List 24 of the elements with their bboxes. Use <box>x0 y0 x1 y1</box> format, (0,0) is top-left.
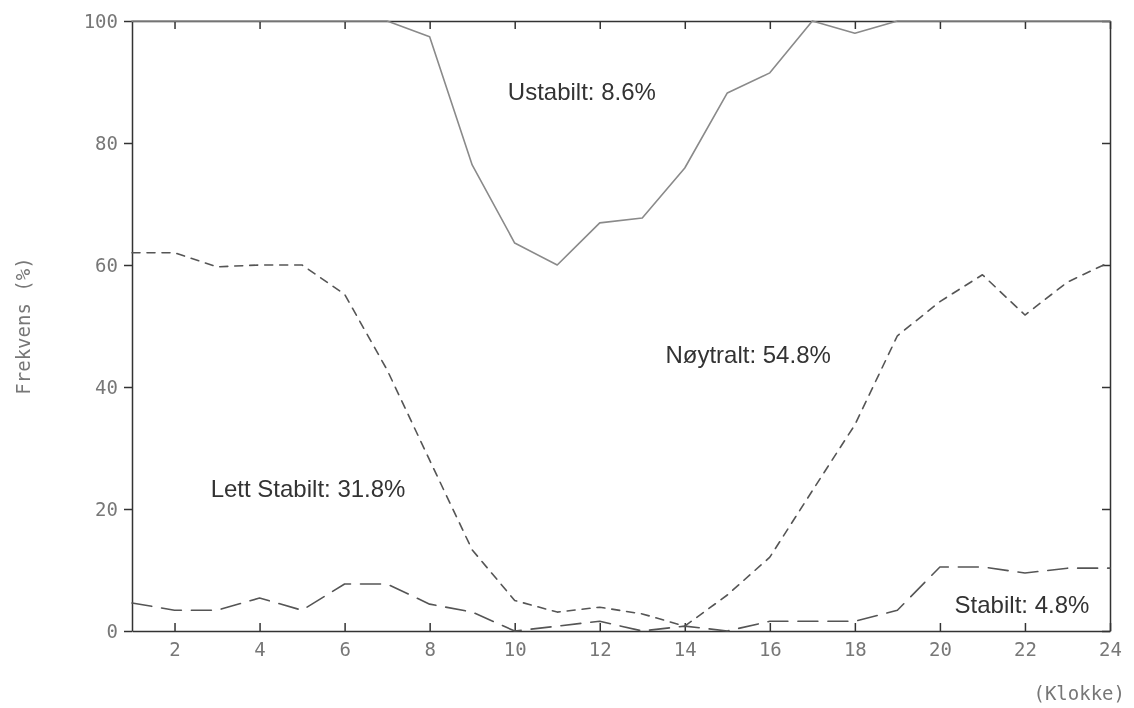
y-tick-label: 0 <box>106 619 118 642</box>
annotation: Ustabilt: 8.6% <box>507 78 656 106</box>
x-tick-label: 12 <box>588 638 612 661</box>
x-tick-label: 16 <box>758 638 782 661</box>
x-tick-label: 18 <box>843 638 867 661</box>
y-tick-label: 80 <box>95 131 118 154</box>
x-tick-label: 8 <box>424 638 436 661</box>
y-tick-label: 100 <box>83 9 118 32</box>
y-axis-title: Frekvens (%) <box>12 257 34 395</box>
x-tick-label: 20 <box>928 638 952 661</box>
x-tick-label: 6 <box>339 638 351 661</box>
y-tick-label: 40 <box>95 375 118 398</box>
annotation: Stabilt: 4.8% <box>954 590 1090 618</box>
annotation: Lett Stabilt: 31.8% <box>210 474 406 502</box>
y-tick-label: 20 <box>95 497 118 520</box>
x-tick-label: 14 <box>673 638 697 661</box>
x-tick-label: 24 <box>1099 638 1122 661</box>
x-tick-label: 10 <box>503 638 527 661</box>
y-tick-label: 60 <box>95 253 118 276</box>
x-tick-label: 2 <box>169 638 181 661</box>
x-tick-label: 22 <box>1014 638 1037 661</box>
annotation: Nøytralt: 54.8% <box>665 340 831 368</box>
x-axis-title: (Klokke) <box>1033 682 1125 704</box>
x-tick-label: 4 <box>254 638 266 661</box>
